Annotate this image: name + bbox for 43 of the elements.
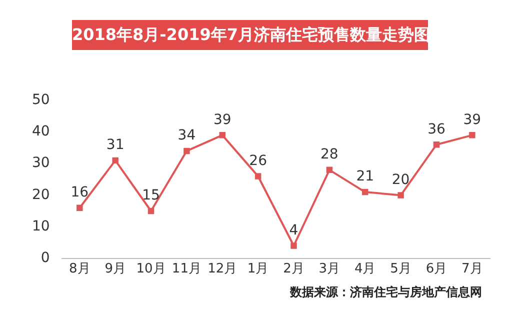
data-label: 20 <box>392 172 410 188</box>
point <box>469 132 476 138</box>
y-tick-label: 50 <box>32 92 50 108</box>
point <box>290 242 297 249</box>
source-note: 数据来源：济南住宅与房地产信息网 <box>290 284 482 301</box>
data-label: 31 <box>106 137 124 154</box>
point <box>148 208 154 214</box>
data-label: 26 <box>249 152 268 169</box>
x-tick-label: 5月 <box>390 262 412 277</box>
data-label: 36 <box>428 121 446 138</box>
x-tick-label: 1月 <box>247 262 269 277</box>
x-tick-label: 8月 <box>69 262 90 277</box>
x-tick-label: 11月 <box>172 262 202 277</box>
y-tick-label: 20 <box>32 186 50 203</box>
data-label: 15 <box>142 188 160 204</box>
data-label: 16 <box>70 184 89 200</box>
point <box>112 157 118 164</box>
point <box>362 188 368 196</box>
point <box>184 148 190 154</box>
data-label: 28 <box>320 146 338 163</box>
point <box>326 166 333 174</box>
point <box>254 173 262 180</box>
x-tick-label: 10月 <box>136 262 166 277</box>
x-tick-label: 2月 <box>283 262 304 277</box>
y-tick-label: 10 <box>32 218 50 234</box>
data-label: 21 <box>356 168 374 185</box>
x-tick-label: 12月 <box>208 262 238 277</box>
x-tick-label: 4月 <box>354 262 376 277</box>
point <box>398 192 404 198</box>
data-label: 34 <box>178 128 196 144</box>
y-tick-label: 0 <box>40 250 50 266</box>
point <box>76 204 83 211</box>
x-tick-label: 3月 <box>318 262 340 277</box>
point <box>433 142 440 148</box>
point <box>219 132 226 138</box>
x-tick-label: 9月 <box>104 262 126 277</box>
data-label: 39 <box>213 112 232 128</box>
data-label: 39 <box>463 112 482 128</box>
x-tick-label: 7月 <box>462 262 483 277</box>
y-tick-label: 30 <box>32 155 50 172</box>
x-tick-label: 6月 <box>426 262 448 277</box>
data-label: 4 <box>289 222 298 238</box>
y-tick-label: 40 <box>32 124 50 140</box>
